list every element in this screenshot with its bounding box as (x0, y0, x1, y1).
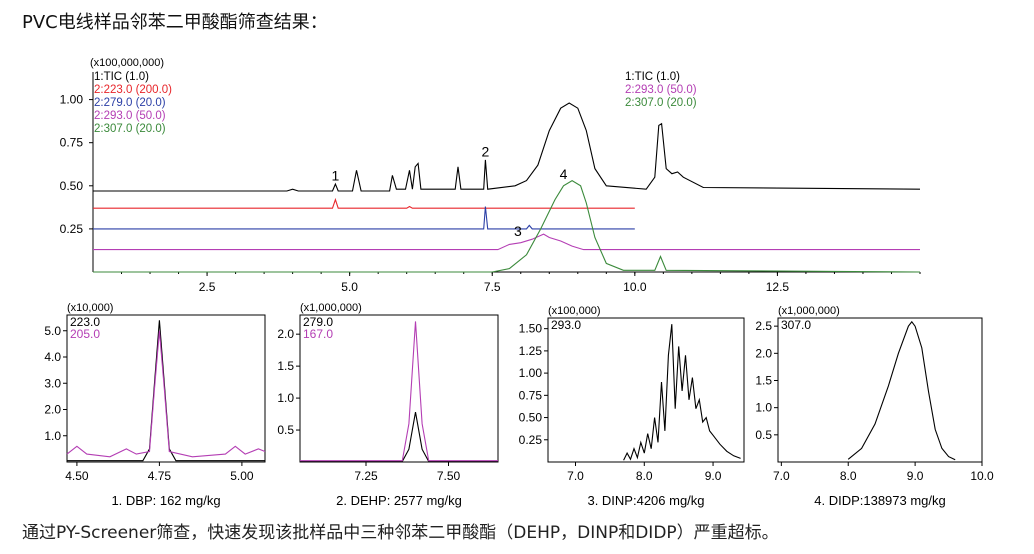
panel-3-y-tick-label: 1.00 (519, 366, 543, 380)
page-heading: PVC电线样品邻苯二甲酸酯筛查结果： (22, 12, 328, 33)
main-peak-label: 3 (514, 223, 522, 239)
panel-3-x-tick-label: 7.0 (567, 469, 584, 483)
panel-3-y-tick-label: 0.50 (519, 411, 543, 425)
main-series-line-2 (93, 206, 635, 230)
panel-3-y-tick-label: 0.75 (519, 388, 543, 402)
main-legend-right-entry: 1:TIC (1.0) (625, 71, 680, 83)
panel-4-y-tick-label: 1.0 (755, 401, 772, 415)
panel-4-frame (777, 317, 983, 463)
main-scale-label: (x100,000,000) (90, 57, 164, 69)
panel-2-y-tick-label: 2.0 (277, 327, 294, 341)
panel-2-y-tick-label: 1.0 (277, 391, 294, 405)
panel-4-scale-label: (x1,000,000) (778, 305, 840, 317)
panel-3-caption: 3. DINP:4206 mg/kg (587, 493, 704, 508)
panel-3-x-tick-label: 9.0 (705, 469, 722, 483)
panel-3-legend-entry: 293.0 (551, 318, 581, 332)
main-peak-label: 2 (481, 143, 489, 159)
main-x-tick-label: 7.5 (484, 280, 501, 294)
panel-1-y-tick-label: 5.0 (44, 324, 61, 338)
panel-1-scale-label: (x10,000) (67, 302, 113, 314)
main-y-tick-label: 1.00 (60, 93, 84, 107)
panel-3-frame (547, 317, 745, 463)
panel-4-x-tick-label: 10.0 (970, 469, 994, 483)
panel-4-x-tick-label: 7.0 (773, 469, 790, 483)
panel-1-legend-entry: 223.0 (70, 315, 100, 329)
panel-2-legend-entry: 167.0 (303, 327, 333, 341)
main-series-line-4 (93, 179, 921, 273)
panel-4-y-tick-label: 1.5 (755, 373, 772, 387)
main-legend-left-entry: 1:TIC (1.0) (94, 71, 149, 83)
panel-4-legend-entry: 307.0 (781, 318, 811, 332)
panel-1-x-tick-label: 4.75 (148, 469, 172, 483)
panel-2-y-tick-label: 1.5 (277, 359, 294, 373)
panel-3-series-line (623, 324, 741, 461)
panel-2-series-line (300, 412, 498, 462)
main-y-tick-label: 0.25 (60, 222, 84, 236)
panel-3-x-tick-label: 8.0 (636, 469, 653, 483)
panel-2-series-line (300, 321, 498, 462)
panel-4-series-line (847, 320, 956, 461)
panel-4-y-tick-label: 2.0 (755, 346, 772, 360)
panel-4-x-tick-label: 9.0 (907, 469, 924, 483)
panel-3-y-tick-label: 1.25 (519, 344, 543, 358)
panel-3-scale-label: (x100,000) (548, 305, 601, 317)
main-y-tick-label: 0.75 (60, 136, 84, 150)
panel-1-series-line (67, 320, 265, 462)
panel-4-y-tick-label: 0.5 (755, 428, 772, 442)
panel-2-scale-label: (x1,000,000) (300, 302, 362, 314)
main-x-tick-label: 12.5 (766, 280, 790, 294)
panel-1-x-tick-label: 5.00 (230, 469, 254, 483)
panel-2-caption: 2. DEHP: 2577 mg/kg (336, 493, 462, 508)
main-x-tick-label: 5.0 (341, 280, 358, 294)
panel-1-x-tick-label: 4.50 (65, 469, 89, 483)
main-series-line-1 (93, 197, 635, 209)
panel-2-x-tick-label: 7.50 (437, 469, 461, 483)
main-legend-right-entry: 2:307.0 (20.0) (625, 97, 697, 109)
panel-1-y-tick-label: 4.0 (44, 350, 61, 364)
main-y-tick-label: 0.50 (60, 179, 84, 193)
panel-1-legend-entry: 205.0 (70, 327, 100, 341)
panel-3-y-tick-label: 1.50 (519, 322, 543, 336)
main-legend-left-entry: 2:223.0 (200.0) (94, 84, 172, 96)
main-legend-left-entry: 2:307.0 (20.0) (94, 123, 166, 135)
panel-1-caption: 1. DBP: 162 mg/kg (111, 493, 220, 508)
main-x-tick-label: 2.5 (199, 280, 216, 294)
panel-3-y-tick-label: 0.25 (519, 433, 543, 447)
main-peak-label: 1 (331, 168, 339, 184)
main-series-line-3 (93, 233, 920, 251)
panel-4-x-tick-label: 8.0 (840, 469, 857, 483)
panel-2-y-tick-label: 0.5 (277, 423, 294, 437)
panel-2-frame (299, 314, 499, 463)
panel-2-x-tick-label: 7.25 (354, 469, 378, 483)
panel-1-frame (66, 314, 266, 463)
main-legend-right-entry: 2:293.0 (50.0) (625, 84, 697, 96)
main-legend-left-entry: 2:279.0 (20.0) (94, 97, 166, 109)
panel-1-y-tick-label: 1.0 (44, 429, 61, 443)
panel-4-caption: 4. DIDP:138973 mg/kg (814, 493, 946, 508)
page-caption: 通过PY-Screener筛查，快速发现该批样品中三种邻苯二甲酸酯（DEHP，D… (22, 523, 779, 543)
panel-2-legend-entry: 279.0 (303, 315, 333, 329)
main-series-line-0 (93, 102, 921, 192)
panel-1-series-line (66, 330, 266, 458)
panel-1-y-tick-label: 3.0 (44, 376, 61, 390)
main-peak-label: 4 (560, 166, 568, 182)
main-legend-left-entry: 2:293.0 (50.0) (94, 110, 166, 122)
main-x-tick-label: 10.0 (623, 280, 647, 294)
panel-4-y-tick-label: 2.5 (755, 319, 772, 333)
panel-1-y-tick-label: 2.0 (44, 403, 61, 417)
